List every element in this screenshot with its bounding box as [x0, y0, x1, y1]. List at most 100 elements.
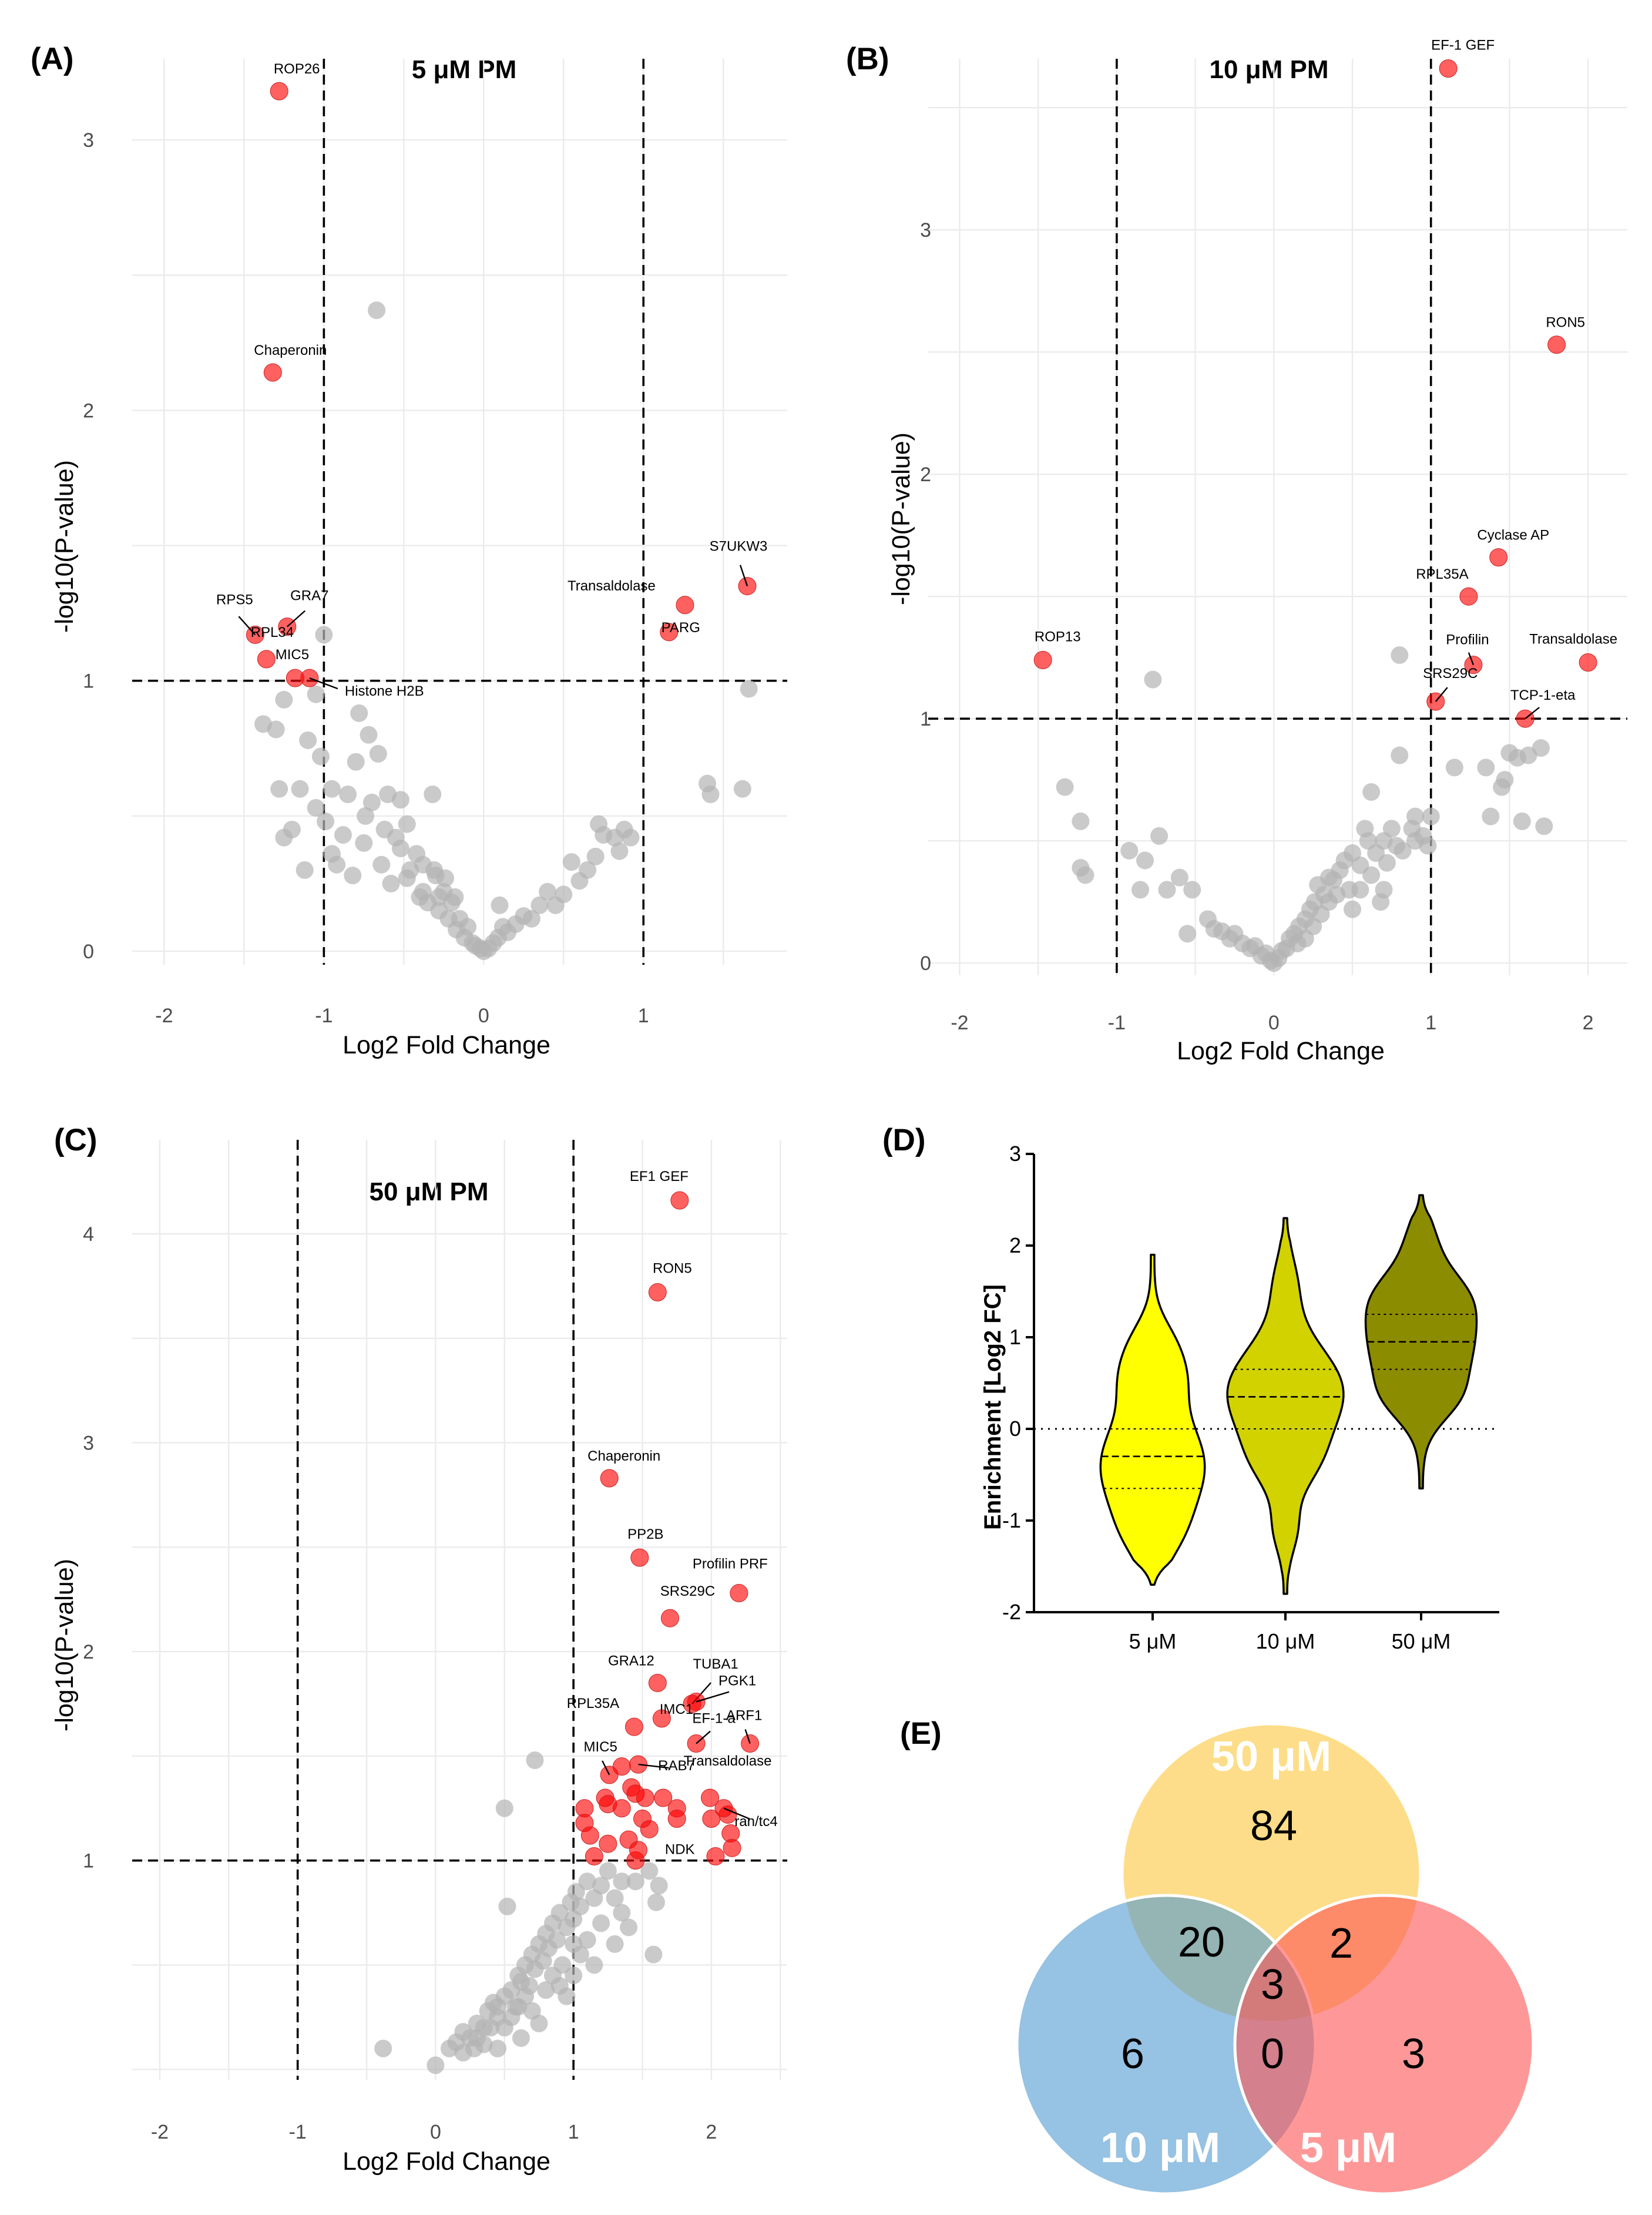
nonsig-point: [1319, 893, 1338, 911]
nonsig-point: [315, 626, 333, 644]
venn-count-50-5: 2: [1329, 1920, 1353, 1967]
point-label: RON5: [1546, 315, 1585, 331]
nonsig-point: [530, 896, 549, 914]
nonsig-point: [1351, 881, 1369, 899]
nonsig-point: [372, 855, 391, 874]
panel-d-ylabel: Enrichment [Log2 FC]: [980, 1284, 1006, 1530]
group-label: 5 μM: [1129, 1629, 1177, 1653]
nonsig-point: [391, 791, 409, 809]
point-label: Transaldolase: [684, 1753, 772, 1769]
point-label: Transaldolase: [568, 578, 656, 594]
point-label: TUBA1: [693, 1656, 738, 1672]
point-label: Chaperonin: [587, 1448, 660, 1464]
point-label: GRA7: [290, 588, 328, 604]
label-leader: [1525, 707, 1540, 720]
nonsig-point: [1513, 812, 1531, 830]
group-label: 50 μM: [1392, 1629, 1451, 1653]
label-leader: [723, 1807, 750, 1820]
panel-a-xlabel: Log2 Fold Change: [343, 1031, 550, 1059]
y-tick-label: 1: [1009, 1325, 1021, 1349]
nonsig-point: [565, 1966, 583, 1985]
nonsig-point: [578, 1931, 596, 1949]
nonsig-point: [1183, 881, 1201, 899]
nonsig-point: [740, 680, 758, 698]
sig-point: [599, 1834, 617, 1853]
sig-point: [1033, 650, 1052, 669]
panel-a-label: (A): [31, 42, 74, 76]
panel-grid: [928, 59, 1627, 975]
venn-count-only-10: 6: [1121, 2031, 1144, 2078]
point-label: PARG: [662, 620, 700, 636]
nonsig-point: [323, 780, 341, 798]
venn-count-all: 3: [1261, 1961, 1284, 2008]
panel-b-ylabel: -log10(P-value): [887, 432, 915, 605]
point-label: RPL35A: [1416, 566, 1468, 582]
nonsig-point: [1394, 841, 1412, 860]
nonsig-point: [555, 885, 573, 904]
nonsig-point: [398, 815, 416, 833]
y-tick-label: 2: [83, 1641, 94, 1663]
nonsig-point: [1288, 934, 1307, 952]
point-label: Profilin PRF: [693, 1556, 768, 1572]
x-tick-label: 2: [706, 2121, 717, 2143]
sig-point: [1459, 587, 1478, 606]
nonsig-point: [610, 842, 629, 860]
nonsig-point: [1372, 893, 1390, 911]
sig-point: [270, 82, 288, 100]
nonsig-point: [411, 888, 429, 906]
nonsig-point: [1072, 812, 1090, 830]
nonsig-point: [1406, 807, 1424, 825]
nonsig-point: [368, 301, 386, 320]
sig-point: [1547, 335, 1566, 354]
panel-c-ylabel: -log10(P-value): [51, 1559, 79, 1731]
nonsig-point: [733, 780, 751, 798]
nonsig-point: [375, 820, 394, 838]
nonsig-point: [562, 853, 580, 871]
y-tick-label: 3: [920, 219, 931, 241]
sig-point: [600, 1469, 619, 1488]
nonsig-point: [585, 1956, 603, 1974]
point-label: RPS5: [216, 592, 253, 608]
panel-b-xlabel: Log2 Fold Change: [1177, 1037, 1385, 1065]
nonsig-point: [254, 715, 272, 733]
nonsig-point: [1362, 866, 1381, 884]
x-tick-label: 0: [1268, 1012, 1280, 1034]
nonsig-point: [374, 2039, 392, 2058]
sig-point: [629, 1841, 647, 1860]
nonsig-point: [1170, 868, 1188, 887]
nonsig-point: [1344, 900, 1362, 918]
nonsig-point: [516, 1987, 534, 2005]
y-tick-label: -1: [1002, 1508, 1021, 1532]
y-tick-label: 2: [1009, 1233, 1021, 1257]
label-leader: [238, 616, 256, 636]
point-label: SRS29C: [1423, 666, 1478, 682]
nonsig-point: [1304, 917, 1322, 935]
point-label: ROP26: [274, 61, 320, 77]
label-leader: [696, 1691, 730, 1703]
point-label: EF1 GEF: [630, 1169, 689, 1184]
y-tick-label: 3: [83, 1432, 94, 1455]
x-tick-label: -2: [951, 1012, 968, 1034]
nonsig-point: [495, 2019, 513, 2037]
venn-set-label: 5 μM: [1300, 2125, 1396, 2172]
violin-shape: [1226, 1217, 1345, 1595]
x-tick-label: 1: [1425, 1012, 1436, 1034]
nonsig-point: [328, 855, 346, 874]
y-tick-label: 0: [83, 941, 94, 963]
nonsig-point: [1496, 771, 1514, 789]
x-tick-label: -2: [151, 2121, 169, 2143]
y-tick-label: -2: [1002, 1600, 1021, 1624]
point-label: NDK: [665, 1842, 695, 1858]
nonsig-point: [344, 867, 362, 885]
x-tick-label: 0: [478, 1005, 489, 1027]
nonsig-point: [578, 1872, 596, 1891]
nonsig-point: [1131, 881, 1150, 899]
nonsig-point: [307, 799, 325, 817]
nonsig-point: [498, 1897, 516, 1915]
nonsig-point: [347, 753, 365, 771]
sig-point: [624, 1717, 643, 1736]
sig-point: [630, 1548, 649, 1567]
sig-point: [676, 596, 694, 615]
nonsig-point: [489, 1998, 507, 2016]
